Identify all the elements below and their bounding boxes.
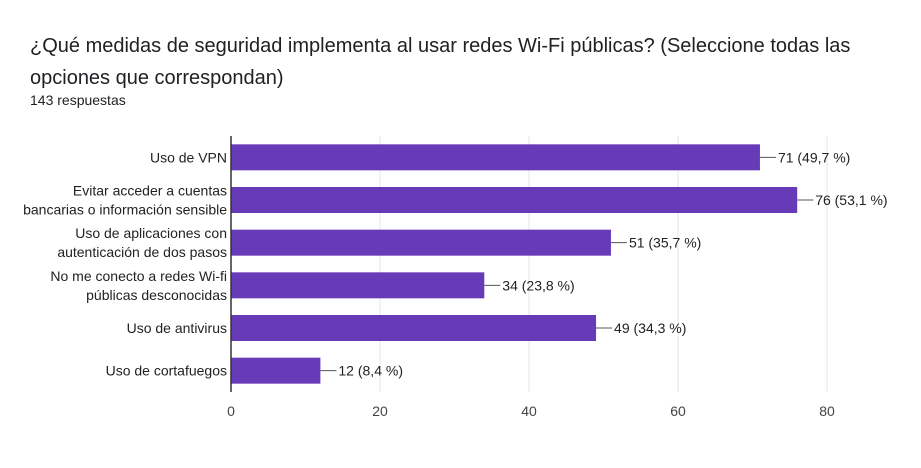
category-label: Uso de VPN: [150, 149, 227, 165]
category-label: Evitar acceder a cuentas: [73, 183, 227, 199]
category-label: autenticación de dos pasos: [57, 244, 227, 260]
x-tick-label: 0: [227, 403, 235, 419]
data-label: 34 (23,8 %): [502, 277, 574, 293]
bar: [231, 144, 760, 171]
chart-title: ¿Qué medidas de seguridad implementa al …: [30, 35, 851, 89]
x-tick-label: 80: [819, 403, 835, 419]
category-label: No me conecto a redes Wi-fi: [50, 268, 227, 284]
category-label: Uso de antivirus: [127, 320, 227, 336]
x-tick-label: 60: [670, 403, 686, 419]
bar: [231, 315, 597, 341]
category-label: Uso de cortafuegos: [106, 363, 227, 379]
bar: [231, 229, 611, 256]
bar: [231, 272, 485, 299]
response-count: 143 respuestas: [30, 92, 126, 108]
bar: [231, 357, 321, 384]
data-label: 49 (34,3 %): [614, 320, 686, 336]
category-label: Uso de aplicaciones con: [75, 225, 227, 241]
data-label: 51 (35,7 %): [629, 235, 701, 251]
data-label: 12 (8,4 %): [338, 363, 403, 379]
x-tick-label: 20: [372, 403, 388, 419]
x-tick-label: 40: [521, 403, 537, 419]
category-label: bancarias o información sensible: [23, 202, 227, 218]
category-label: públicas desconocidas: [86, 287, 227, 303]
data-label: 76 (53,1 %): [815, 192, 887, 208]
data-label: 71 (49,7 %): [778, 149, 850, 165]
bar: [231, 187, 798, 213]
